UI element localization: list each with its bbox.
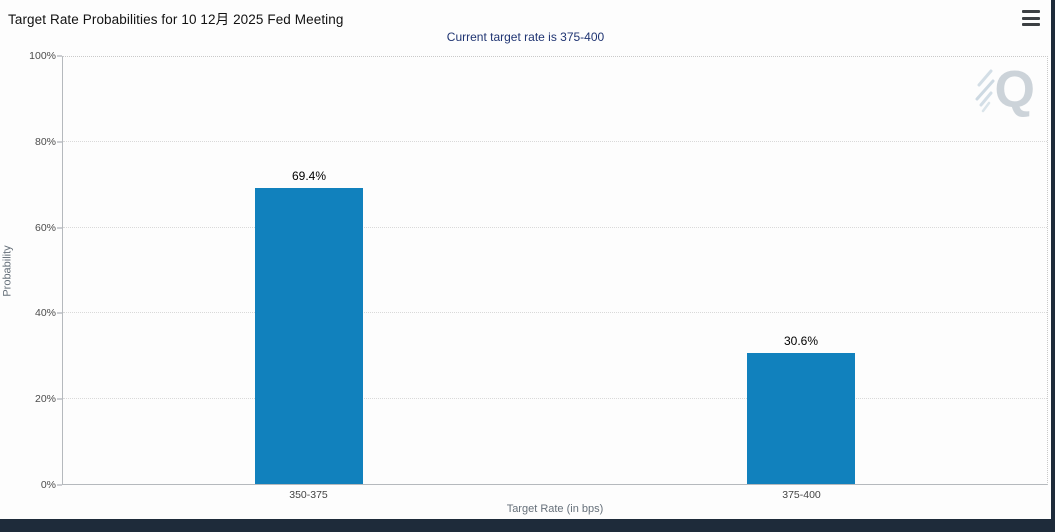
- gridline-80: [63, 141, 1047, 143]
- quikstrike-logo-watermark: Q: [969, 61, 1035, 119]
- y-tick-label-60: 60%: [34, 221, 56, 234]
- y-tick-label-0: 0%: [40, 479, 56, 491]
- y-tick-mark-20: [57, 398, 62, 400]
- chart-title: Target Rate Probabilities for 10 12月 202…: [8, 12, 344, 27]
- y-tick-mark-100: [57, 55, 62, 57]
- y-tick-label-100: 100%: [29, 50, 56, 62]
- watermark-speed-lines-icon: [975, 69, 995, 113]
- x-axis-ticks: 350-375 375-400: [62, 489, 1048, 503]
- y-axis-title-wrap: Probability: [0, 56, 16, 485]
- y-axis-title: Probability: [2, 244, 15, 297]
- x-tick-label-375-400: 375-400: [782, 489, 821, 501]
- hamburger-bar: [1022, 16, 1040, 20]
- y-tick-mark-40: [57, 312, 62, 314]
- chart-subtitle: Current target rate is 375-400: [446, 30, 605, 44]
- hamburger-bar: [1022, 23, 1040, 26]
- hamburger-bar: [1022, 10, 1040, 13]
- plot-area: Q 69.4% 30.6%: [62, 56, 1048, 485]
- y-axis-ticks: 0% 20% 40% 60% 80% 100%: [18, 50, 62, 491]
- y-tick-mark-80: [57, 141, 62, 143]
- gridline-60: [63, 226, 1047, 228]
- bar-375-400[interactable]: [747, 353, 855, 484]
- hamburger-menu-icon[interactable]: [1022, 10, 1042, 26]
- watermark-q-letter: Q: [994, 61, 1035, 119]
- y-tick-label-20: 20%: [34, 393, 56, 406]
- y-tick-mark-60: [57, 227, 62, 229]
- gridline-40: [63, 312, 1047, 314]
- bar-350-375[interactable]: [255, 187, 363, 484]
- gridline-20: [63, 397, 1047, 399]
- x-axis-title: Target Rate (in bps): [506, 503, 604, 515]
- bar-value-label-375-400: 30.6%: [783, 334, 819, 349]
- x-tick-label-350-375: 350-375: [289, 489, 328, 501]
- y-tick-mark-0: [57, 484, 62, 486]
- chart-panel: Target Rate Probabilities for 10 12月 202…: [0, 0, 1051, 519]
- bar-value-label-350-375: 69.4%: [291, 168, 327, 183]
- y-tick-label-40: 40%: [34, 307, 56, 320]
- y-tick-label-80: 80%: [34, 135, 56, 148]
